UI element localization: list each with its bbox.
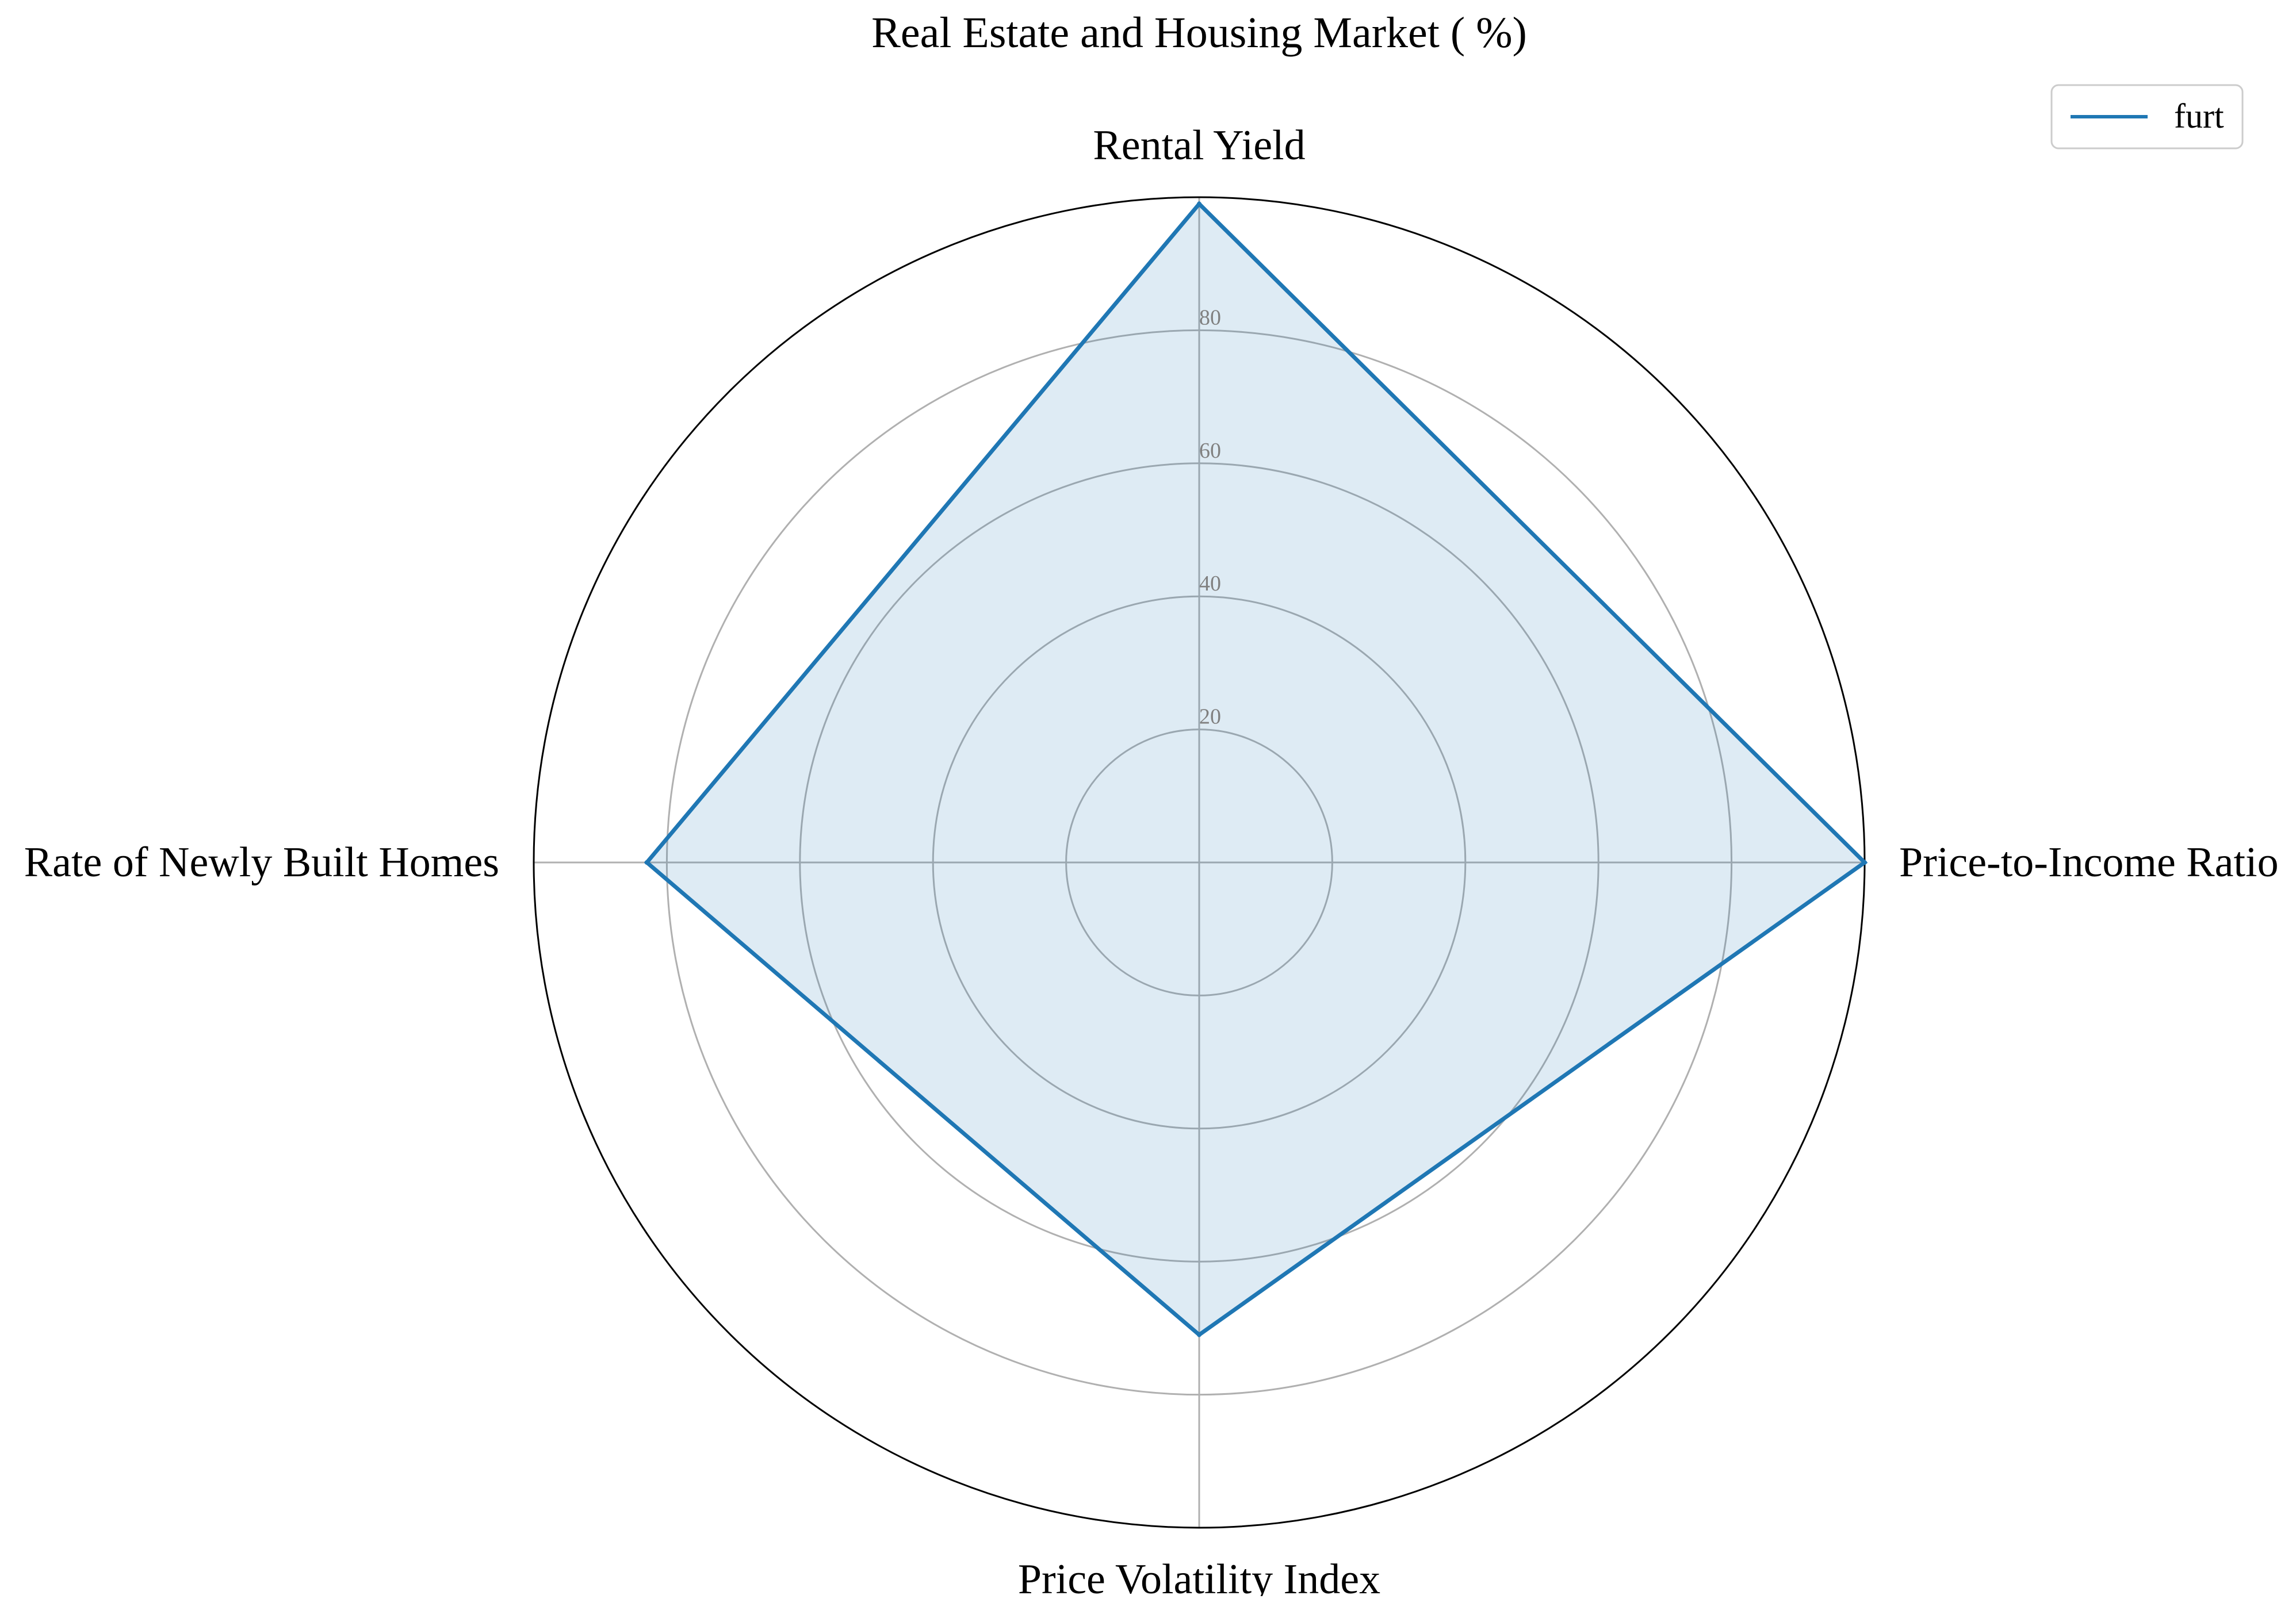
category-label-0: Rental Yield: [1093, 122, 1305, 169]
r-tick-label: 80: [1199, 305, 1221, 329]
chart-title: Real Estate and Housing Market ( %): [871, 9, 1527, 57]
r-tick-label: 60: [1199, 439, 1221, 463]
data-layer: [644, 201, 1868, 1337]
series-area-furt: [646, 204, 1865, 1335]
category-label-2: Price Volatility Index: [1018, 1556, 1380, 1596]
legend: furt: [2050, 84, 2244, 149]
data-point-furt-0: [1197, 201, 1201, 206]
category-label-1: Price-to-Income Ratio: [1899, 839, 2279, 886]
data-point-furt-2: [1197, 1332, 1201, 1337]
r-tick-label: 40: [1199, 572, 1221, 596]
data-point-furt-1: [1862, 860, 1867, 865]
legend-label-furt: furt: [2174, 97, 2224, 135]
label-layer: 20 40 60 80 Rental Yield Price-to-Income Rati…: [24, 122, 2279, 1599]
r-tick-label: 20: [1199, 705, 1221, 729]
data-point-furt-3: [644, 860, 649, 865]
category-label-3: Rate of Newly Built Homes: [24, 839, 499, 886]
